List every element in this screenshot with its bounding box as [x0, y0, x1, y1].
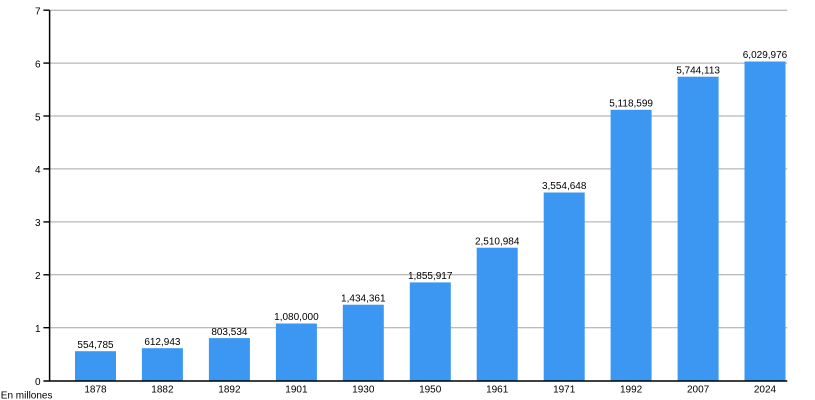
svg-text:1892: 1892 [218, 384, 241, 395]
svg-text:2,510,984: 2,510,984 [475, 236, 520, 247]
svg-text:6,029,976: 6,029,976 [743, 50, 788, 61]
svg-text:4: 4 [35, 165, 41, 176]
svg-text:1878: 1878 [84, 384, 107, 395]
svg-text:0: 0 [35, 377, 41, 388]
svg-text:5,744,113: 5,744,113 [676, 65, 720, 76]
svg-text:3: 3 [35, 218, 41, 229]
svg-text:1971: 1971 [553, 384, 576, 395]
svg-text:1882: 1882 [151, 384, 174, 395]
svg-text:1,080,000: 1,080,000 [274, 312, 319, 323]
svg-text:En millones: En millones [1, 391, 53, 400]
svg-text:5: 5 [35, 112, 41, 123]
svg-text:1950: 1950 [419, 384, 442, 395]
svg-text:803,534: 803,534 [211, 327, 248, 338]
svg-text:7: 7 [35, 7, 41, 18]
svg-text:554,785: 554,785 [77, 340, 114, 351]
svg-text:2024: 2024 [754, 384, 777, 395]
svg-text:1,855,917: 1,855,917 [408, 271, 453, 282]
svg-text:5,118,599: 5,118,599 [609, 99, 653, 110]
svg-text:612,943: 612,943 [144, 337, 181, 348]
svg-text:1901: 1901 [285, 384, 308, 395]
svg-text:1961: 1961 [486, 384, 509, 395]
svg-text:6: 6 [35, 59, 41, 70]
svg-text:2: 2 [35, 271, 41, 282]
svg-text:2007: 2007 [687, 384, 710, 395]
svg-text:3,554,648: 3,554,648 [542, 181, 587, 192]
svg-text:1,434,361: 1,434,361 [341, 293, 386, 304]
svg-text:1: 1 [35, 324, 41, 335]
svg-text:1992: 1992 [620, 384, 643, 395]
svg-text:1930: 1930 [352, 384, 375, 395]
